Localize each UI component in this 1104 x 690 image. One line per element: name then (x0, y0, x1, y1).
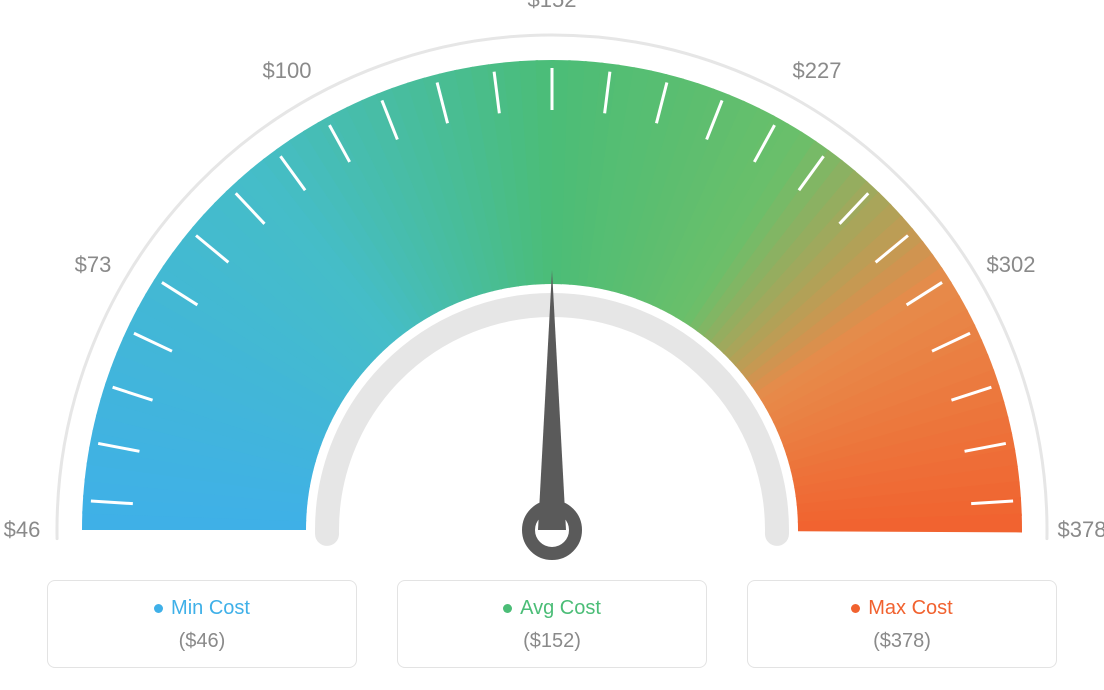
legend-dot-avg (503, 604, 512, 613)
legend-dot-min (154, 604, 163, 613)
gauge-tick-label: $302 (987, 252, 1036, 278)
gauge-tick-label: $73 (75, 252, 112, 278)
gauge-svg (0, 0, 1104, 580)
gauge-tick-label: $152 (528, 0, 577, 13)
gauge-tick-label: $227 (793, 58, 842, 84)
gauge-chart: $46 $73 $100 $152 $227 $302 $378 (0, 0, 1104, 580)
legend-dot-max (851, 604, 860, 613)
gauge-tick-label: $100 (263, 58, 312, 84)
legend-title-max: Max Cost (851, 597, 952, 620)
legend-label-min: Min Cost (171, 597, 250, 620)
legend-card-avg: Avg Cost ($152) (397, 580, 707, 668)
legend-row: Min Cost ($46) Avg Cost ($152) Max Cost … (0, 580, 1104, 668)
gauge-tick-label: $46 (4, 517, 41, 543)
legend-card-max: Max Cost ($378) (747, 580, 1057, 668)
legend-card-min: Min Cost ($46) (47, 580, 357, 668)
legend-value-avg: ($152) (418, 630, 686, 653)
legend-label-avg: Avg Cost (520, 597, 601, 620)
legend-title-min: Min Cost (154, 597, 250, 620)
legend-value-min: ($46) (68, 630, 336, 653)
legend-title-avg: Avg Cost (503, 597, 601, 620)
legend-label-max: Max Cost (868, 597, 952, 620)
legend-value-max: ($378) (768, 630, 1036, 653)
gauge-tick-label: $378 (1058, 517, 1104, 543)
